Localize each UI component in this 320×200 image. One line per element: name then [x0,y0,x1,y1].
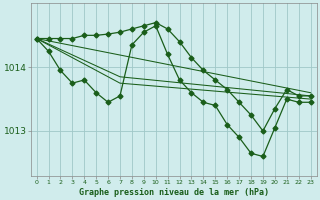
X-axis label: Graphe pression niveau de la mer (hPa): Graphe pression niveau de la mer (hPa) [79,188,268,197]
